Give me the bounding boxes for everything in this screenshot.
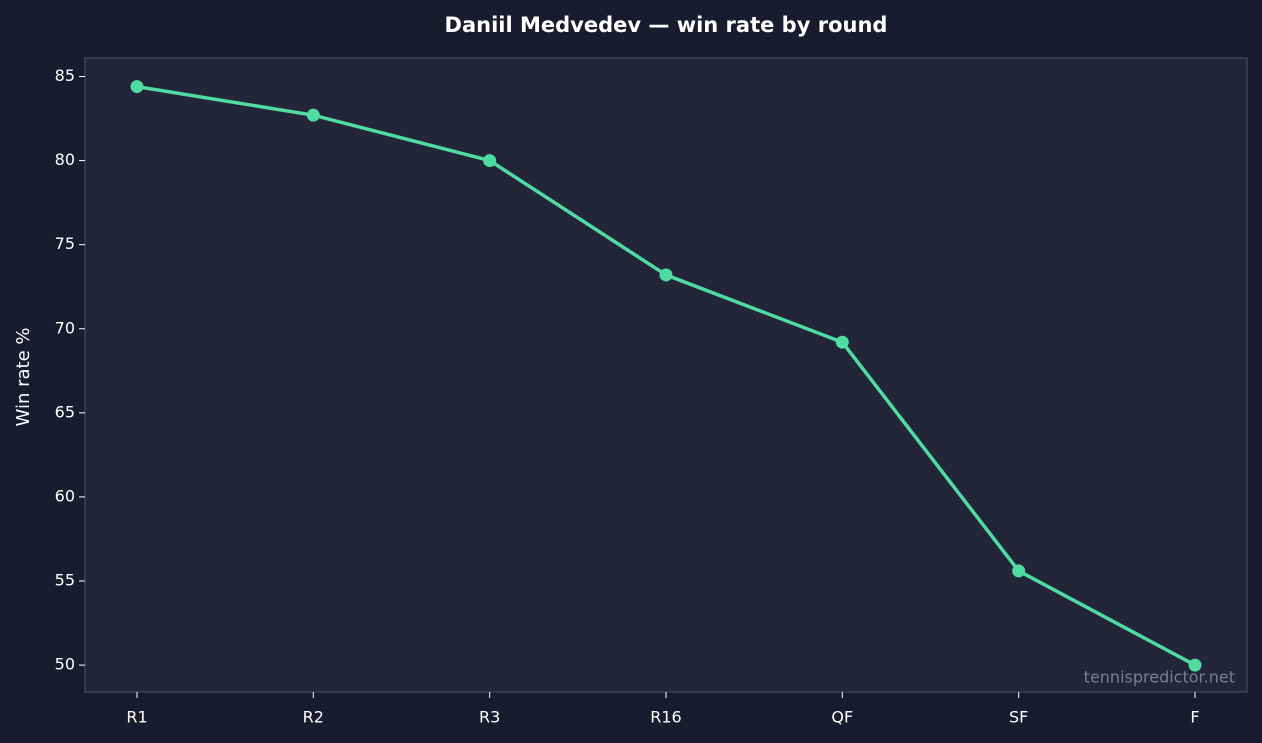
point: [1188, 658, 1202, 672]
chart-title: Daniil Medvedev — win rate by round: [445, 13, 888, 37]
y-tick-label: 65: [55, 402, 75, 421]
y-tick-label: 80: [55, 150, 75, 169]
point: [835, 335, 849, 349]
y-tick-label: 75: [55, 234, 75, 253]
watermark: tennispredictor.net: [1084, 668, 1235, 687]
point: [659, 268, 673, 282]
y-axis-label: Win rate %: [13, 328, 34, 427]
x-tick-label: QF: [831, 708, 853, 727]
plot-area: [84, 57, 1248, 693]
x-tick-label: R1: [126, 708, 147, 727]
y-tick-label: 70: [55, 318, 75, 337]
point: [1012, 564, 1026, 578]
y-tick-label: 55: [55, 571, 75, 590]
point: [130, 80, 144, 94]
point: [306, 108, 320, 122]
x-tick-label: R2: [303, 708, 324, 727]
y-tick-label: 85: [55, 66, 75, 85]
y-tick-label: 60: [55, 486, 75, 505]
x-tick-label: R3: [479, 708, 500, 727]
y-tick-label: 50: [55, 655, 75, 674]
x-tick-label: R16: [650, 708, 681, 727]
x-tick-label: SF: [1009, 708, 1028, 727]
point: [483, 154, 497, 168]
x-tick-label: F: [1190, 708, 1199, 727]
